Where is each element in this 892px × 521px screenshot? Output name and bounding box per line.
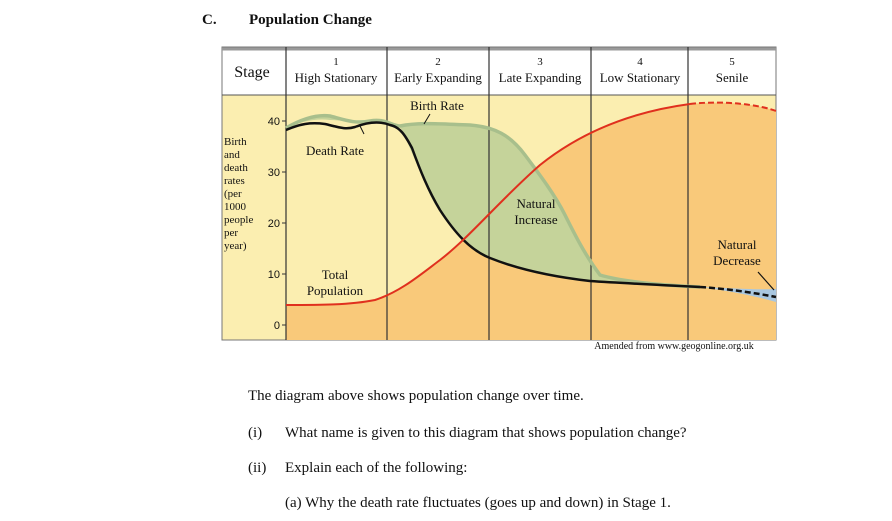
stage-header-band xyxy=(222,47,776,95)
section-letter: C. xyxy=(202,12,217,28)
stage-5-name: Senile xyxy=(716,70,749,85)
stage-5-number: 5 xyxy=(729,56,735,68)
birth-rate-line xyxy=(285,113,701,289)
stage-1-number: 1 xyxy=(333,56,339,68)
y-axis-label-line: per xyxy=(224,227,238,239)
y-tick-label: 0 xyxy=(274,320,280,332)
y-axis-label-line: year) xyxy=(224,240,247,252)
stage-3-number: 3 xyxy=(537,56,543,68)
natural-increase-label: Increase xyxy=(514,212,558,227)
x-axis-ticks xyxy=(386,333,689,340)
question-2-number: (ii) xyxy=(248,460,267,476)
death-rate-label: Death Rate xyxy=(306,143,364,158)
y-axis-label-line: rates xyxy=(224,175,245,187)
total-population-label: Total xyxy=(322,267,349,282)
natural-increase-area xyxy=(286,115,700,287)
stage-1-name: High Stationary xyxy=(295,70,378,85)
section-title: Population Change xyxy=(249,12,372,28)
birth-rate-pointer xyxy=(423,113,431,125)
intro-text: The diagram above shows population chang… xyxy=(248,388,584,404)
population-line-dashed xyxy=(689,101,777,112)
y-tick-label: 30 xyxy=(268,167,280,179)
natural-decrease-pointer xyxy=(757,271,775,291)
y-axis-label-line: 1000 xyxy=(224,201,247,213)
question-1-number: (i) xyxy=(248,425,263,441)
y-axis-label-line: (per xyxy=(224,188,242,200)
stage-label: Stage xyxy=(234,64,270,81)
stage-3-name: Late Expanding xyxy=(499,70,582,85)
stage-2-number: 2 xyxy=(435,56,441,68)
question-1-text: What name is given to this diagram that … xyxy=(285,425,687,441)
total-population-label: Population xyxy=(307,283,364,298)
natural-decrease-area xyxy=(700,287,776,302)
natural-increase-label: Natural xyxy=(517,196,556,211)
natural-decrease-label: Decrease xyxy=(713,253,761,268)
stage-2-name: Early Expanding xyxy=(394,70,482,85)
y-axis-label-line: death xyxy=(224,162,248,174)
y-axis-ticks xyxy=(282,120,286,326)
stage-4-number: 4 xyxy=(637,56,643,68)
y-axis-label-line: people xyxy=(224,214,253,226)
y-tick-label: 40 xyxy=(268,116,280,128)
y-tick-label: 10 xyxy=(268,269,280,281)
natural-decrease-label: Natural xyxy=(718,237,757,252)
source-credit: Amended from www.geogonline.org.uk xyxy=(594,341,753,352)
death-rate-pointer xyxy=(359,125,365,135)
question-2-text: Explain each of the following: xyxy=(285,460,468,476)
y-axis-label-line: Birth xyxy=(224,136,247,148)
y-axis-label-line: and xyxy=(224,149,240,161)
y-tick-label: 20 xyxy=(268,218,280,230)
death-rate-line xyxy=(285,121,701,289)
population-line xyxy=(285,103,691,306)
death-rate-line-dashed xyxy=(699,285,777,299)
question-2a-text: (a) Why the death rate fluctuates (goes … xyxy=(285,495,671,511)
stage-4-name: Low Stationary xyxy=(600,70,681,85)
birth-rate-label: Birth Rate xyxy=(410,98,464,113)
